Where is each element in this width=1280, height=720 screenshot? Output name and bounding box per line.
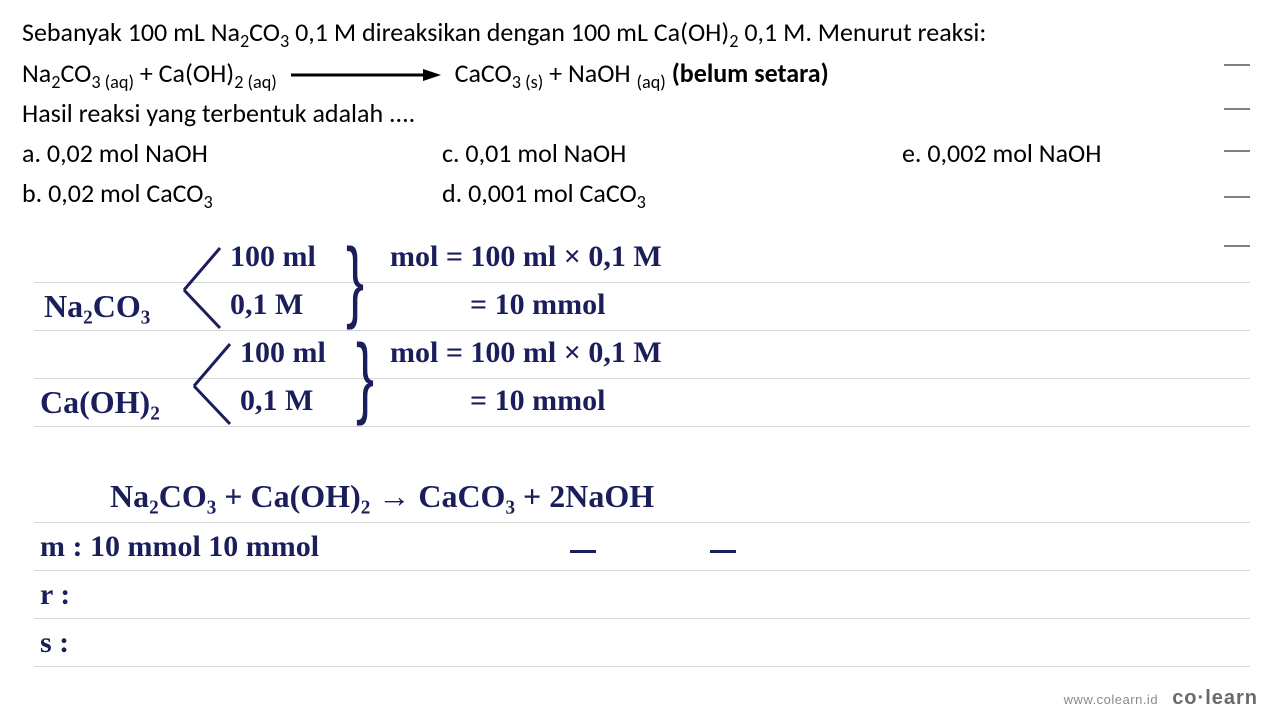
opt-b-text: b. 0,02 mol CaCO — [22, 177, 204, 209]
question-equation: Na2CO3 (aq) + Ca(OH)2 (aq) CaCO3 (s) + N… — [22, 55, 1258, 96]
question-block: Sebanyak 100 mL Na2CO3 0,1 M direaksikan… — [0, 0, 1280, 215]
options-row-1: a. 0,02 mol NaOH c. 0,01 mol NaOH e. 0,0… — [22, 135, 1258, 173]
question-line-1: Sebanyak 100 mL Na2CO3 0,1 M direaksikan… — [22, 14, 1258, 55]
hw-equation: Na₂CO₃ + Ca(OH)₂ → CaCO₃ + 2NaOH — [110, 478, 654, 515]
eq-l3s: 2 (aq) — [234, 71, 277, 93]
notebook-rule — [34, 522, 1250, 523]
hw-caoh2: Ca(OH)₂ — [40, 384, 160, 421]
margin-dash — [1224, 196, 1250, 198]
q1-t1: Sebanyak 100 mL Na — [22, 16, 240, 48]
hw-na-calc2: = 10 mmol — [470, 288, 605, 322]
brace-close-icon: } — [356, 326, 374, 429]
eq-r2s: (aq) — [637, 71, 666, 93]
notebook-rule — [34, 618, 1250, 619]
eq-l3: + Ca(OH) — [134, 57, 234, 89]
hw-dash — [710, 550, 736, 553]
opt-d-sub: 3 — [637, 191, 646, 213]
hw-row-m: m : 10 mmol 10 mmol — [40, 530, 319, 564]
hw-na-conc: 0,1 M — [230, 288, 303, 322]
notebook-rule — [34, 666, 1250, 667]
options-row-2: b. 0,02 mol CaCO3 d. 0,001 mol CaCO3 — [22, 175, 1258, 216]
notebook-rule — [34, 570, 1250, 571]
hw-na-vol: 100 ml — [230, 240, 316, 274]
eq-l2s: 3 (aq) — [91, 71, 134, 93]
hw-ca-calc2: = 10 mmol — [470, 384, 605, 418]
margin-dash — [1224, 108, 1250, 110]
eq-r2: + NaOH — [543, 57, 636, 89]
brace-close-icon: } — [346, 230, 364, 333]
hw-dash — [570, 550, 596, 553]
q1-s1: 2 — [240, 30, 249, 52]
hw-ca-calc1: mol = 100 ml × 0,1 M — [390, 336, 662, 370]
brace-open-icon — [180, 338, 240, 428]
q1-t3: 0,1 M direaksikan dengan 100 mL Ca(OH) — [289, 16, 729, 48]
hw-ca-conc: 0,1 M — [240, 384, 313, 418]
hw-row-r: r : — [40, 578, 70, 612]
hw-na-calc1: mol = 100 ml × 0,1 M — [390, 240, 662, 274]
hw-ca-vol: 100 ml — [240, 336, 326, 370]
q1-t4: 0,1 M. Menurut reaksi: — [738, 16, 986, 48]
option-a: a. 0,02 mol NaOH — [22, 135, 442, 173]
eq-r1: CaCO — [455, 57, 512, 89]
reaction-arrow-icon — [291, 57, 441, 95]
hw-na2co3: Na₂CO₃ — [44, 288, 150, 325]
eq-l2: CO — [60, 57, 91, 89]
option-c: c. 0,01 mol NaOH — [442, 135, 902, 173]
margin-dash — [1224, 150, 1250, 152]
option-b: b. 0,02 mol CaCO3 — [22, 175, 442, 216]
q1-t2: CO — [249, 16, 280, 48]
opt-b-sub: 3 — [204, 191, 213, 213]
hw-row-s: s : — [40, 626, 69, 660]
eq-note: (belum setara) — [666, 57, 829, 89]
option-e: e. 0,002 mol NaOH — [902, 135, 1202, 173]
watermark-brand: co·learn — [1172, 687, 1258, 709]
handwriting-area: Na₂CO₃ 100 ml 0,1 M } mol = 100 ml × 0,1… — [0, 234, 1280, 720]
watermark-url: www.colearn.id — [1064, 692, 1158, 707]
margin-dash — [1224, 64, 1250, 66]
option-d: d. 0,001 mol CaCO3 — [442, 175, 902, 216]
opt-d-text: d. 0,001 mol CaCO — [442, 177, 637, 209]
eq-l1: Na — [22, 57, 51, 89]
brace-open-icon — [170, 242, 230, 332]
question-line-3: Hasil reaksi yang terbentuk adalah .... — [22, 95, 1258, 133]
q1-s2: 3 — [280, 30, 289, 52]
eq-r1s: 3 (s) — [512, 71, 543, 93]
watermark: www.colearn.id co·learn — [1064, 687, 1258, 710]
